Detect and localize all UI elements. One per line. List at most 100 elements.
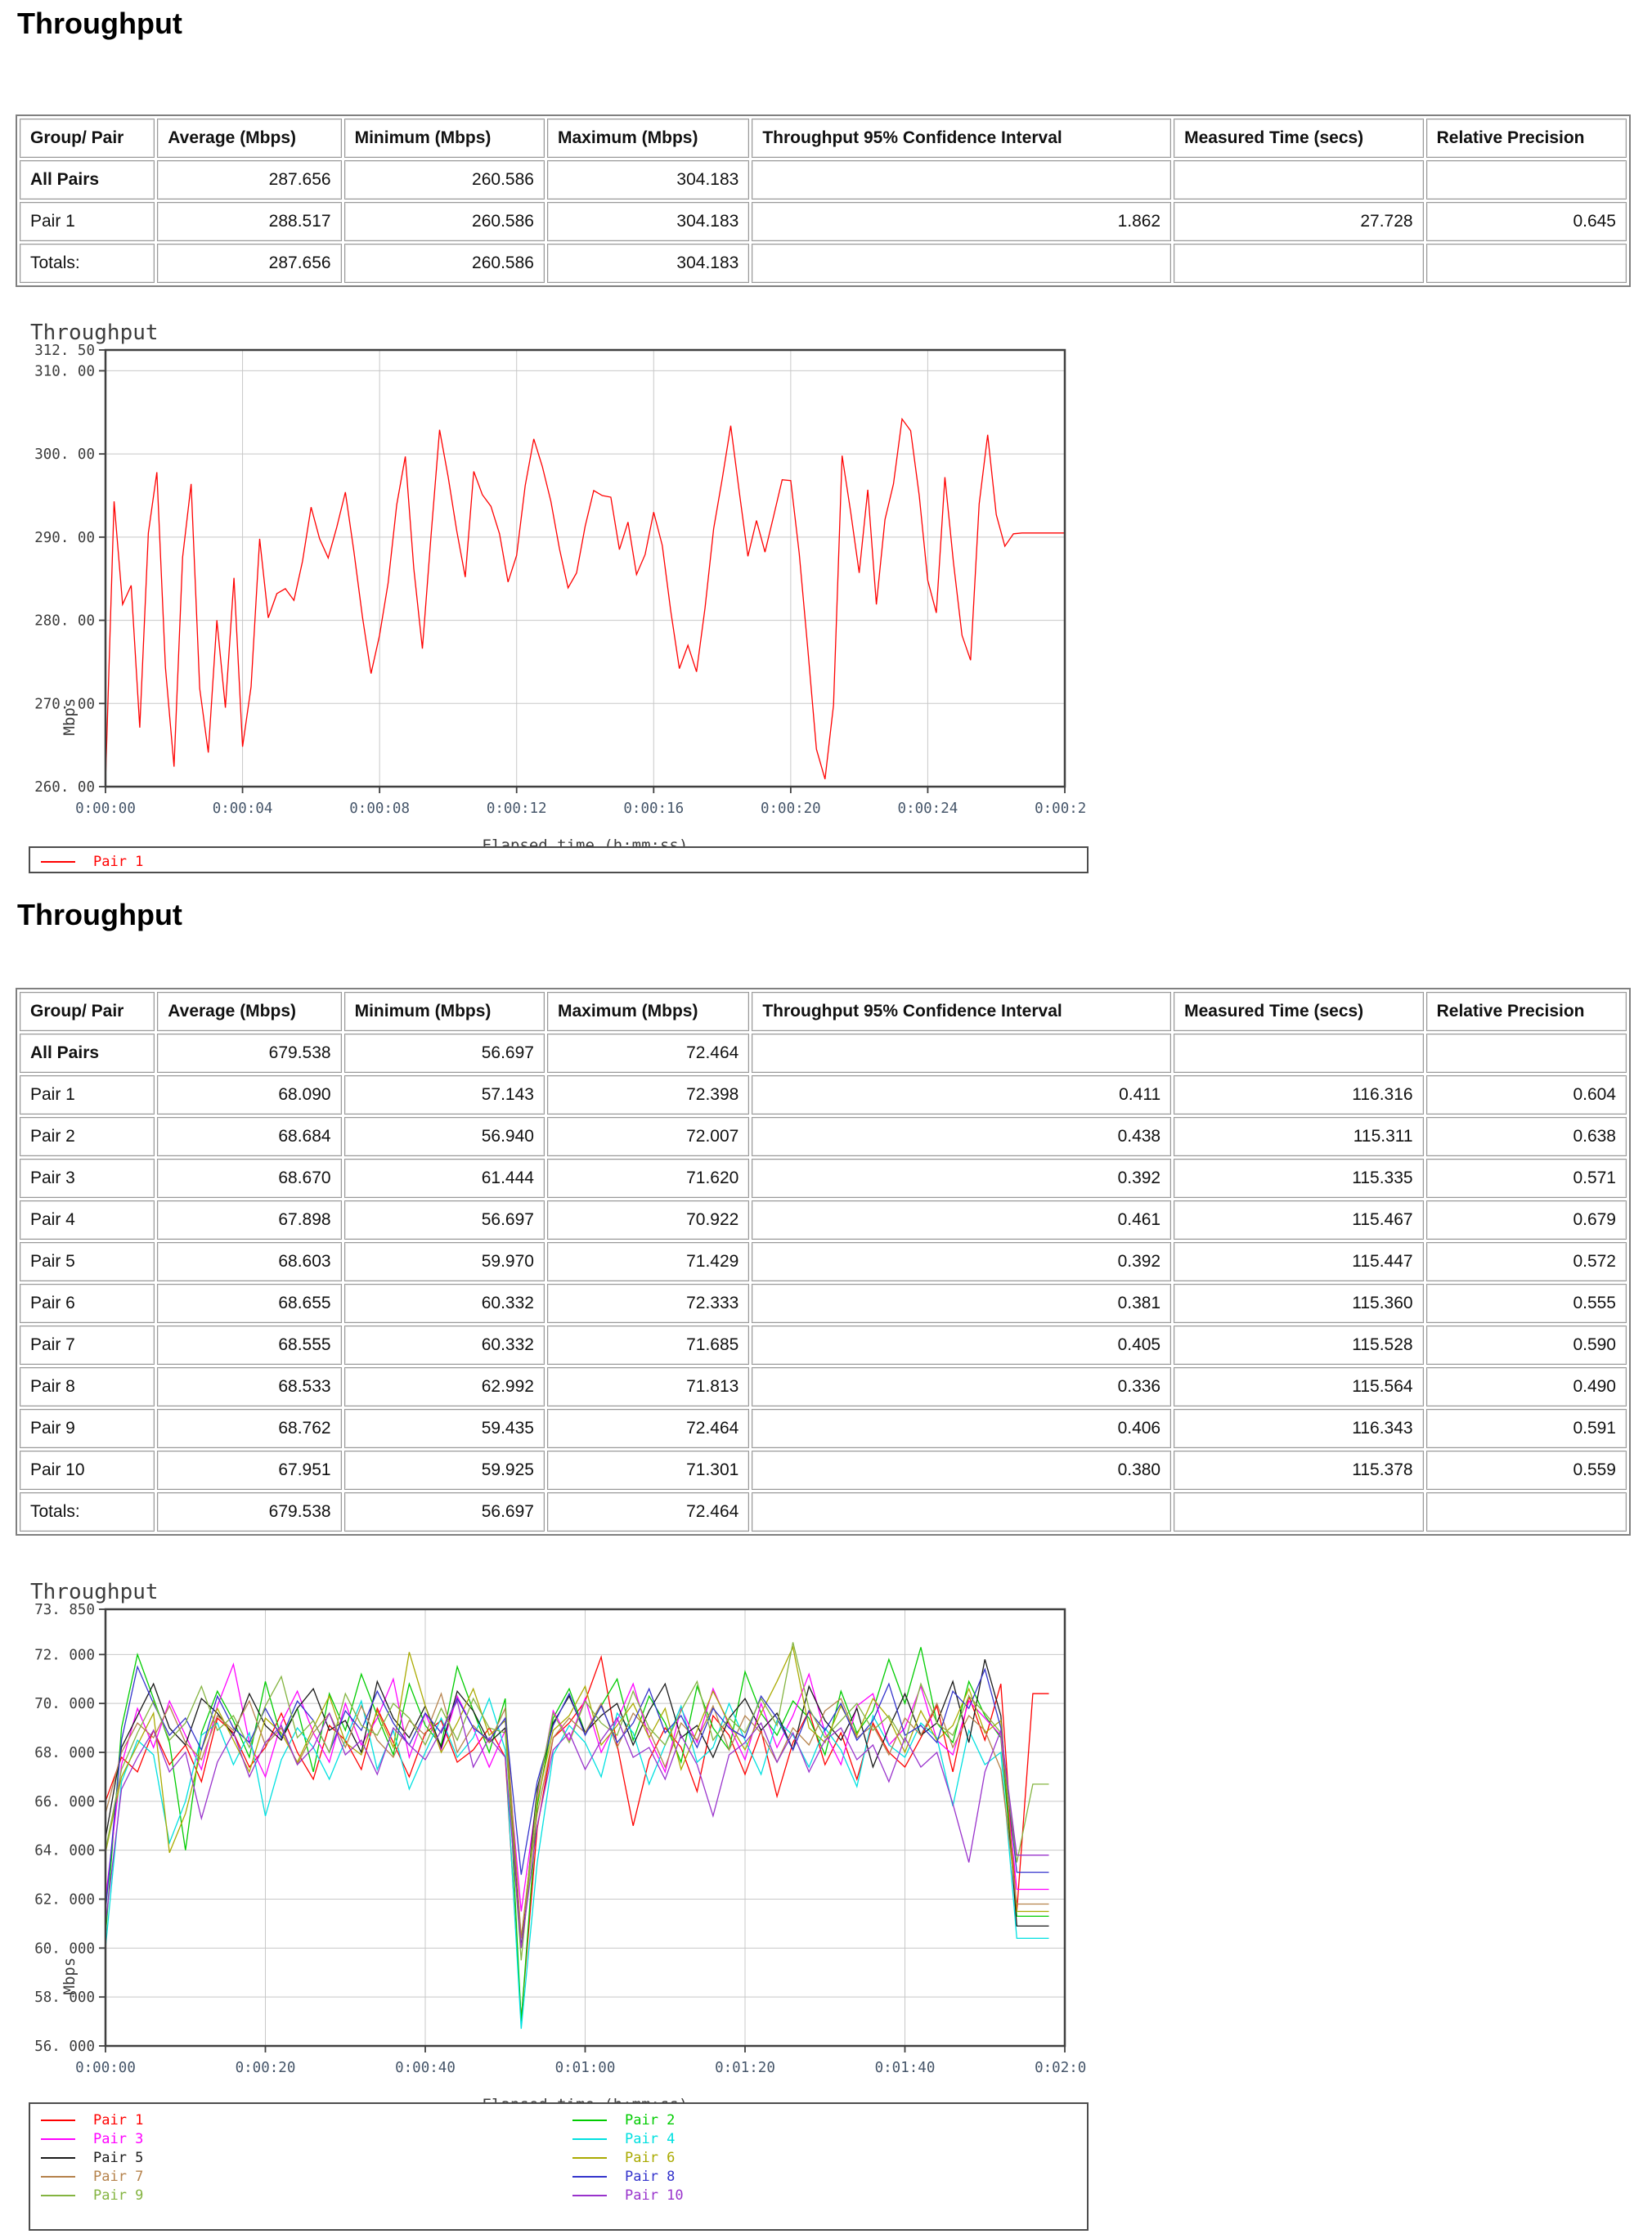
y-axis-label: Mbps (61, 1958, 79, 1995)
legend-line-sample (572, 2156, 607, 2159)
row-label: Pair 3 (20, 1159, 155, 1198)
table-row: Totals: 679.538 56.697 72.464 (20, 1492, 1627, 1532)
cell-value: 0.559 (1425, 1451, 1627, 1490)
legend-label: Pair 8 (625, 2168, 676, 2185)
cell-value: 68.684 (157, 1117, 342, 1156)
page-title: Throughput (17, 7, 182, 40)
cell-value (752, 1034, 1172, 1073)
legend-line-sample (41, 2119, 75, 2121)
legend-column: Pair 1 Pair 3 Pair 5 Pair 7 Pair 9 (30, 2111, 143, 2205)
cell-value: 59.970 (343, 1242, 545, 1281)
table-row: Pair 8 68.533 62.992 71.813 0.336 115.564 0.49… (20, 1367, 1627, 1406)
legend-entry-pair-9: Pair 9 (30, 2186, 143, 2205)
cell-value: 0.679 (1425, 1200, 1627, 1240)
x-tick-label: 0:01:00 (555, 2060, 616, 2076)
cell-value: 304.183 (546, 160, 750, 200)
cell-value: 0.555 (1425, 1284, 1627, 1323)
x-tick-label: 0:01:20 (715, 2060, 775, 2076)
x-tick-label: 0:00:40 (395, 2060, 456, 2076)
legend-label: Pair 1 (93, 2111, 144, 2129)
legend-label: Pair 10 (625, 2187, 684, 2204)
column-header: Maximum (Mbps) (546, 119, 750, 158)
cell-value: 72.464 (546, 1034, 750, 1073)
legend-line-sample (41, 2175, 75, 2178)
cell-value: 0.604 (1425, 1075, 1627, 1115)
cell-value: 61.444 (343, 1159, 545, 1198)
series-line-pair-3 (105, 1662, 1049, 1912)
legend-entry-pair-6: Pair 6 (562, 2148, 684, 2167)
chart-1-legend: Pair 1 (29, 846, 1089, 873)
y-tick-label: 280. 00 (34, 613, 95, 630)
table-row: Pair 2 68.684 56.940 72.007 0.438 115.311 0.63… (20, 1117, 1627, 1156)
cell-value: 72.464 (546, 1492, 750, 1532)
cell-value: 679.538 (157, 1034, 342, 1073)
table-row: Pair 3 68.670 61.444 71.620 0.392 115.335 0.57… (20, 1159, 1627, 1198)
cell-value (752, 1492, 1172, 1532)
cell-value: 304.183 (546, 244, 750, 283)
y-tick-label: 64. 000 (34, 1843, 95, 1859)
cell-value: 0.381 (752, 1284, 1172, 1323)
cell-value: 67.898 (157, 1200, 342, 1240)
throughput-chart-2: Throughput 73. 850 72. 000 70. 000 68. 000 66… (16, 1574, 1087, 2110)
table-row: Totals: 287.656 260.586 304.183 (20, 244, 1627, 283)
cell-value: 71.685 (546, 1326, 750, 1365)
row-label: Pair 4 (20, 1200, 155, 1240)
cell-value: 0.380 (752, 1451, 1172, 1490)
cell-value: 287.656 (157, 160, 342, 200)
y-tick-label: 68. 000 (34, 1745, 95, 1761)
column-header: Maximum (Mbps) (546, 992, 750, 1031)
cell-value (752, 160, 1172, 200)
column-header: Measured Time (secs) (1174, 992, 1424, 1031)
legend-label: Pair 2 (625, 2111, 676, 2129)
cell-value: 68.603 (157, 1242, 342, 1281)
x-tick-label: 0:01:40 (875, 2060, 936, 2076)
table-row: Pair 5 68.603 59.970 71.429 0.392 115.447 0.57… (20, 1242, 1627, 1281)
cell-value: 115.360 (1174, 1284, 1424, 1323)
series-line-pair-10 (105, 1699, 1049, 1949)
cell-value: 0.392 (752, 1242, 1172, 1281)
page-title-2: Throughput (17, 898, 182, 931)
cell-value: 304.183 (546, 202, 750, 241)
x-tick-label: 0:00:28 (1035, 801, 1087, 817)
cell-value (1174, 1492, 1424, 1532)
column-header: Throughput 95% Confidence Interval (752, 119, 1172, 158)
legend-line-sample (572, 2119, 607, 2121)
throughput-table-1: Group/ Pair Average (Mbps) Minimum (Mbps) M… (16, 114, 1631, 287)
row-label: Pair 5 (20, 1242, 155, 1281)
cell-value: 115.311 (1174, 1117, 1424, 1156)
column-header: Relative Precision (1425, 119, 1627, 158)
cell-value: 0.461 (752, 1200, 1172, 1240)
table-row: Pair 4 67.898 56.697 70.922 0.461 115.467 0.67… (20, 1200, 1627, 1240)
throughput-table-2: Group/ Pair Average (Mbps) Minimum (Mbps) M… (16, 988, 1631, 1536)
cell-value: 72.464 (546, 1409, 750, 1448)
cell-value: 68.670 (157, 1159, 342, 1198)
legend-line-sample (41, 2138, 75, 2140)
legend-line-sample (572, 2194, 607, 2196)
row-label: Totals: (20, 1492, 155, 1532)
series-line-pair-6 (105, 1645, 1049, 1939)
x-tick-label: 0:00:00 (75, 2060, 136, 2076)
cell-value: 68.762 (157, 1409, 342, 1448)
y-tick-label: 60. 000 (34, 1940, 95, 1957)
cell-value (1425, 1492, 1627, 1532)
cell-value: 0.411 (752, 1075, 1172, 1115)
y-tick-label: 70. 000 (34, 1696, 95, 1712)
cell-value: 0.490 (1425, 1367, 1627, 1406)
row-label: All Pairs (20, 1034, 155, 1073)
throughput-chart-1: Throughput 312. 50 310. 00 300. 00 290. 00 28… (16, 315, 1087, 850)
legend-label: Pair 4 (625, 2130, 676, 2147)
y-tick-label: 73. 850 (34, 1602, 95, 1618)
column-header: Throughput 95% Confidence Interval (752, 992, 1172, 1031)
cell-value: 116.316 (1174, 1075, 1424, 1115)
y-tick-label: 56. 000 (34, 2039, 95, 2055)
legend-line-sample (41, 860, 75, 863)
cell-value: 71.301 (546, 1451, 750, 1490)
cell-value: 59.435 (343, 1409, 545, 1448)
row-label: Pair 1 (20, 1075, 155, 1115)
cell-value: 70.922 (546, 1200, 750, 1240)
cell-value (1425, 160, 1627, 200)
cell-value: 0.591 (1425, 1409, 1627, 1448)
cell-value: 287.656 (157, 244, 342, 283)
x-tick-label: 0:00:00 (75, 801, 136, 817)
